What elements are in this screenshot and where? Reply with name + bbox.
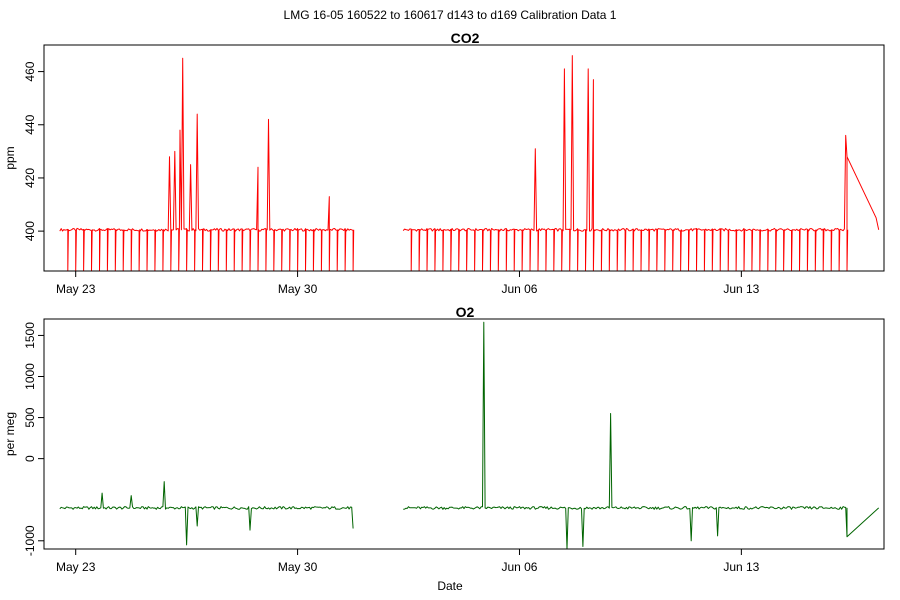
- x-tick-label: Jun 06: [501, 560, 537, 574]
- co2-axes: May 23 May 30 Jun 06 Jun 13 400 420 440 460: [23, 61, 760, 296]
- y-tick-label: -1000: [23, 525, 37, 556]
- series-line: [846, 507, 880, 538]
- x-tick-label: May 23: [56, 282, 96, 296]
- x-tick-label: May 30: [278, 282, 318, 296]
- x-tick-label: May 23: [56, 560, 96, 574]
- x-tick-label: Jun 13: [723, 560, 759, 574]
- x-tick-label: May 30: [278, 560, 318, 574]
- x-tick-label: Jun 13: [723, 282, 759, 296]
- y-tick-label: 440: [23, 114, 37, 134]
- y-tick-label: 0: [23, 455, 37, 462]
- figure-supertitle: LMG 16-05 160522 to 160617 d143 to d169 …: [284, 8, 617, 22]
- o2-plot-frame: [43, 318, 885, 550]
- y-tick-label: 460: [23, 61, 37, 81]
- o2-title: O2: [456, 304, 475, 320]
- co2-plot-frame: [43, 44, 885, 272]
- o2-series: [59, 321, 880, 550]
- o2-ylabel: per meg: [3, 412, 17, 456]
- y-tick-label: 1500: [23, 322, 37, 349]
- x-axis-label: Date: [437, 579, 463, 593]
- series-line: [846, 156, 880, 230]
- y-tick-label: 500: [23, 407, 37, 427]
- o2-panel: O2 per meg May 23 May 30 Jun 06 Jun 13 -1000…: [3, 304, 885, 574]
- series-line: [59, 57, 355, 272]
- series-line: [403, 321, 848, 550]
- y-tick-label: 1000: [23, 363, 37, 390]
- co2-ylabel: ppm: [3, 146, 17, 169]
- co2-series: [59, 55, 880, 272]
- series-line: [402, 55, 849, 272]
- co2-panel: CO2 ppm May 23 May 30 Jun 06 Jun 13 400 420 44…: [3, 30, 885, 296]
- y-tick-label: 400: [23, 221, 37, 241]
- y-tick-label: 420: [23, 168, 37, 188]
- co2-title: CO2: [451, 30, 480, 46]
- o2-axes: May 23 May 30 Jun 06 Jun 13 -1000 0 500 1000 150…: [23, 322, 760, 574]
- series-line: [59, 481, 354, 546]
- x-tick-label: Jun 06: [501, 282, 537, 296]
